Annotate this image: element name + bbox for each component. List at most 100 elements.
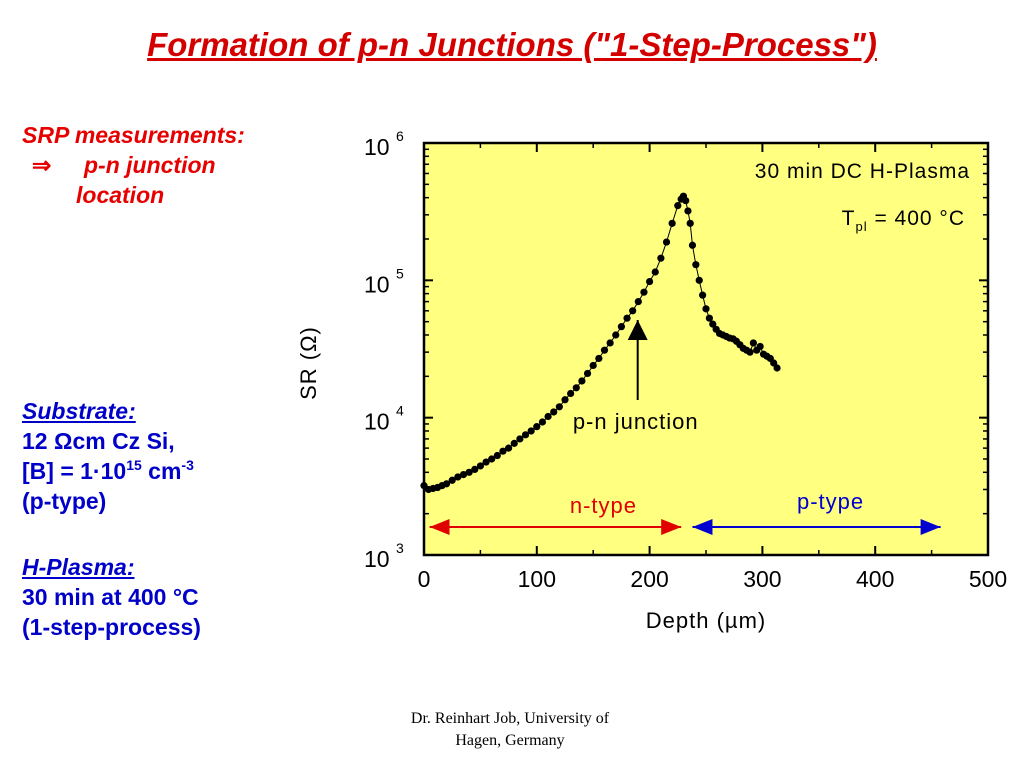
data-point [493,451,501,460]
page-title: Formation of p-n Junctions ("1-Step-Proc… [147,26,877,63]
data-point [454,473,462,481]
data-point [702,305,710,313]
data-point [766,354,774,363]
data-point [773,364,781,372]
data-point [527,427,535,435]
data-point [448,476,456,484]
data-point [429,484,437,493]
data-point [657,254,665,262]
data-point [583,369,592,378]
data-point [715,329,724,338]
data-point [743,346,751,354]
plasma-annotation: 30 min DC H-Plasma [755,160,970,183]
data-point [561,396,569,404]
data-point [746,348,754,356]
data-point [600,346,609,354]
y-tick-label: 10 [364,546,390,572]
footer-line2: Hagen, Germany [455,732,565,749]
data-point [674,202,682,210]
data-point [438,482,446,490]
data-point [709,320,717,328]
data-point [756,342,764,351]
data-point [668,219,676,227]
implies-arrow-icon: ⇒ [32,152,52,178]
y-tick-label: 10 [364,134,390,160]
data-point [682,197,690,205]
data-point [686,219,694,227]
data-point [749,339,757,347]
data-point [646,277,654,286]
y-tick-exponent: 6 [396,128,404,144]
data-point [433,483,442,492]
data-point [699,291,707,299]
data-point [465,468,473,476]
substrate-line1: 12 Ωcm Cz Si, [22,428,175,454]
data-point [476,462,484,470]
data-point [722,332,730,341]
ptype-label: p-type [797,489,864,514]
substrate-line3: (p-type) [22,488,107,514]
data-point [662,238,671,246]
data-point [424,485,433,494]
data-point [510,439,518,447]
data-point [753,346,761,354]
data-point [732,337,741,345]
data-point [538,418,547,426]
temperature-annotation: Tpl = 400 °C [842,207,965,234]
data-point [595,354,603,363]
plasma-heading: H-Plasma: [22,554,135,580]
substrate-info: Substrate: 12 Ωcm Cz Si, [B] = 1·1015 cm… [22,396,194,516]
data-point [471,465,479,474]
data-point [572,384,580,392]
data-point [640,288,648,296]
data-point [719,331,727,339]
data-point [684,207,692,215]
y-tick-label: 10 [364,271,390,297]
y-axis-label: SR (Ω) [296,326,321,400]
junction-label: p-n junction [573,409,699,434]
substrate-heading: Substrate: [22,398,136,424]
data-point [488,455,496,463]
data-point [736,341,744,349]
data-point [634,298,642,306]
x-tick-label: 100 [518,566,556,592]
x-tick-label: 400 [856,566,894,592]
plot-area [422,141,990,557]
data-point [589,361,597,370]
plasma-info: H-Plasma: 30 min at 400 °C (1-step-proce… [22,552,201,642]
y-tick-exponent: 5 [396,265,404,281]
data-point [688,241,697,249]
series-line [423,195,778,491]
data-point [550,408,558,416]
data-point [567,389,575,398]
data-point [712,325,720,333]
annotations: 30 min DC H-Plasma Tpl = 400 °C p-n juncti… [429,160,970,535]
data-point [544,412,552,421]
data-point [739,344,747,352]
srp-note: SRP measurements: ⇒ p-n junction location [22,120,245,210]
x-tick-label: 300 [743,566,781,592]
data-point [505,444,513,452]
data-point [705,314,713,322]
data-point [578,377,586,385]
data-point [606,339,614,347]
srp-heading: SRP measurements: [22,122,245,148]
data-point [516,435,524,443]
data-point [617,323,626,331]
data-point [729,335,737,343]
data-point [482,458,490,466]
x-axis-label: Depth (µm) [646,608,766,633]
data-series [420,192,781,494]
data-point [759,350,768,358]
plasma-line2: (1-step-process) [22,614,201,640]
x-tick-label: 0 [418,566,431,592]
data-point [555,403,563,411]
x-tick-label: 500 [969,566,1007,592]
y-tick-exponent: 3 [396,540,404,556]
x-tick-label: 200 [630,566,668,592]
omega-symbol: Ω [53,428,73,454]
data-point [726,334,734,342]
srp-line2: location [76,182,165,208]
plasma-line1: 30 min at 400 °C [22,584,199,610]
y-tick-exponent: 4 [396,403,404,419]
